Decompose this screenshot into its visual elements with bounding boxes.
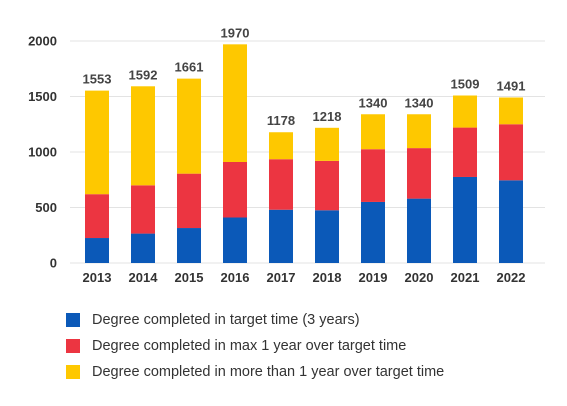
x-tick-label: 2016 xyxy=(221,270,250,285)
y-tick-label: 1500 xyxy=(28,89,57,104)
x-tick-label: 2022 xyxy=(497,270,526,285)
stacked-bar-chart: 0 500 1000 1500 2000 1553 2013 1592 2014 1661 2015… xyxy=(28,25,545,285)
legend-item-target-time: Degree completed in target time (3 years… xyxy=(66,308,444,332)
bar-total-label: 1509 xyxy=(451,77,480,92)
bar-2019-series-2 xyxy=(361,114,385,150)
y-tick-label: 2000 xyxy=(28,34,57,49)
legend: Degree completed in target time (3 years… xyxy=(66,308,444,386)
legend-label-over-1-year: Degree completed in more than 1 year ove… xyxy=(92,364,445,380)
x-tick-label: 2019 xyxy=(359,270,388,285)
bar-2015-series-2 xyxy=(177,78,201,174)
bar-2022-series-1 xyxy=(499,124,523,181)
legend-label-target-time: Degree completed in target time (3 years… xyxy=(92,312,360,328)
bar-2013-series-0 xyxy=(85,238,109,263)
bar-2020-series-0 xyxy=(407,198,431,263)
bar-2020-series-1 xyxy=(407,148,431,199)
y-tick-label: 1000 xyxy=(28,145,57,160)
bar-total-label: 1178 xyxy=(267,113,295,128)
legend-item-over-1-year: Degree completed in more than 1 year ove… xyxy=(66,360,444,384)
bar-2015-series-0 xyxy=(177,228,201,263)
bar-2021-series-0 xyxy=(453,176,477,263)
bar-2017-series-0 xyxy=(269,209,293,263)
x-tick-label: 2014 xyxy=(129,270,159,285)
bar-total-label: 1970 xyxy=(221,25,250,40)
bar-2014-series-0 xyxy=(131,233,155,263)
bar-total-label: 1661 xyxy=(175,60,204,75)
bar-2018-series-1 xyxy=(315,160,339,211)
x-tick-label: 2018 xyxy=(313,270,342,285)
bar-2019-series-1 xyxy=(361,149,385,202)
legend-swatch-max-1-year xyxy=(66,339,80,353)
x-tick-label: 2013 xyxy=(83,270,112,285)
bar-2021-series-1 xyxy=(453,127,477,177)
bar-2015-series-1 xyxy=(177,173,201,229)
bar-2020-series-2 xyxy=(407,114,431,149)
bar-2022-series-2 xyxy=(499,97,523,125)
bar-total-label: 1553 xyxy=(83,72,112,87)
x-tick-label: 2015 xyxy=(175,270,204,285)
x-tick-label: 2020 xyxy=(405,270,434,285)
bar-2014-series-2 xyxy=(131,86,155,186)
bar-total-label: 1592 xyxy=(129,67,158,82)
bar-total-label: 1491 xyxy=(497,78,526,93)
bar-2016-series-0 xyxy=(223,217,247,263)
bar-2013-series-1 xyxy=(85,194,109,239)
bar-2018-series-2 xyxy=(315,127,339,161)
legend-item-max-1-year: Degree completed in max 1 year over targ… xyxy=(66,334,444,358)
bar-2014-series-1 xyxy=(131,185,155,234)
bar-2018-series-0 xyxy=(315,210,339,263)
legend-swatch-over-1-year xyxy=(66,365,80,379)
legend-swatch-target-time xyxy=(66,313,80,327)
bar-2022-series-0 xyxy=(499,180,523,263)
x-tick-label: 2021 xyxy=(451,270,480,285)
bar-total-label: 1340 xyxy=(359,95,388,110)
y-tick-label: 500 xyxy=(35,200,57,215)
bar-total-label: 1218 xyxy=(313,109,342,124)
legend-label-max-1-year: Degree completed in max 1 year over targ… xyxy=(92,338,407,354)
bar-2021-series-2 xyxy=(453,95,477,128)
bar-total-label: 1340 xyxy=(405,95,434,110)
bar-2016-series-1 xyxy=(223,161,247,218)
bar-2013-series-2 xyxy=(85,90,109,195)
bar-2017-series-1 xyxy=(269,159,293,210)
y-tick-label: 0 xyxy=(50,256,57,271)
bar-2017-series-2 xyxy=(269,132,293,160)
bar-2019-series-0 xyxy=(361,201,385,263)
bar-2016-series-2 xyxy=(223,44,247,162)
x-tick-label: 2017 xyxy=(267,270,296,285)
